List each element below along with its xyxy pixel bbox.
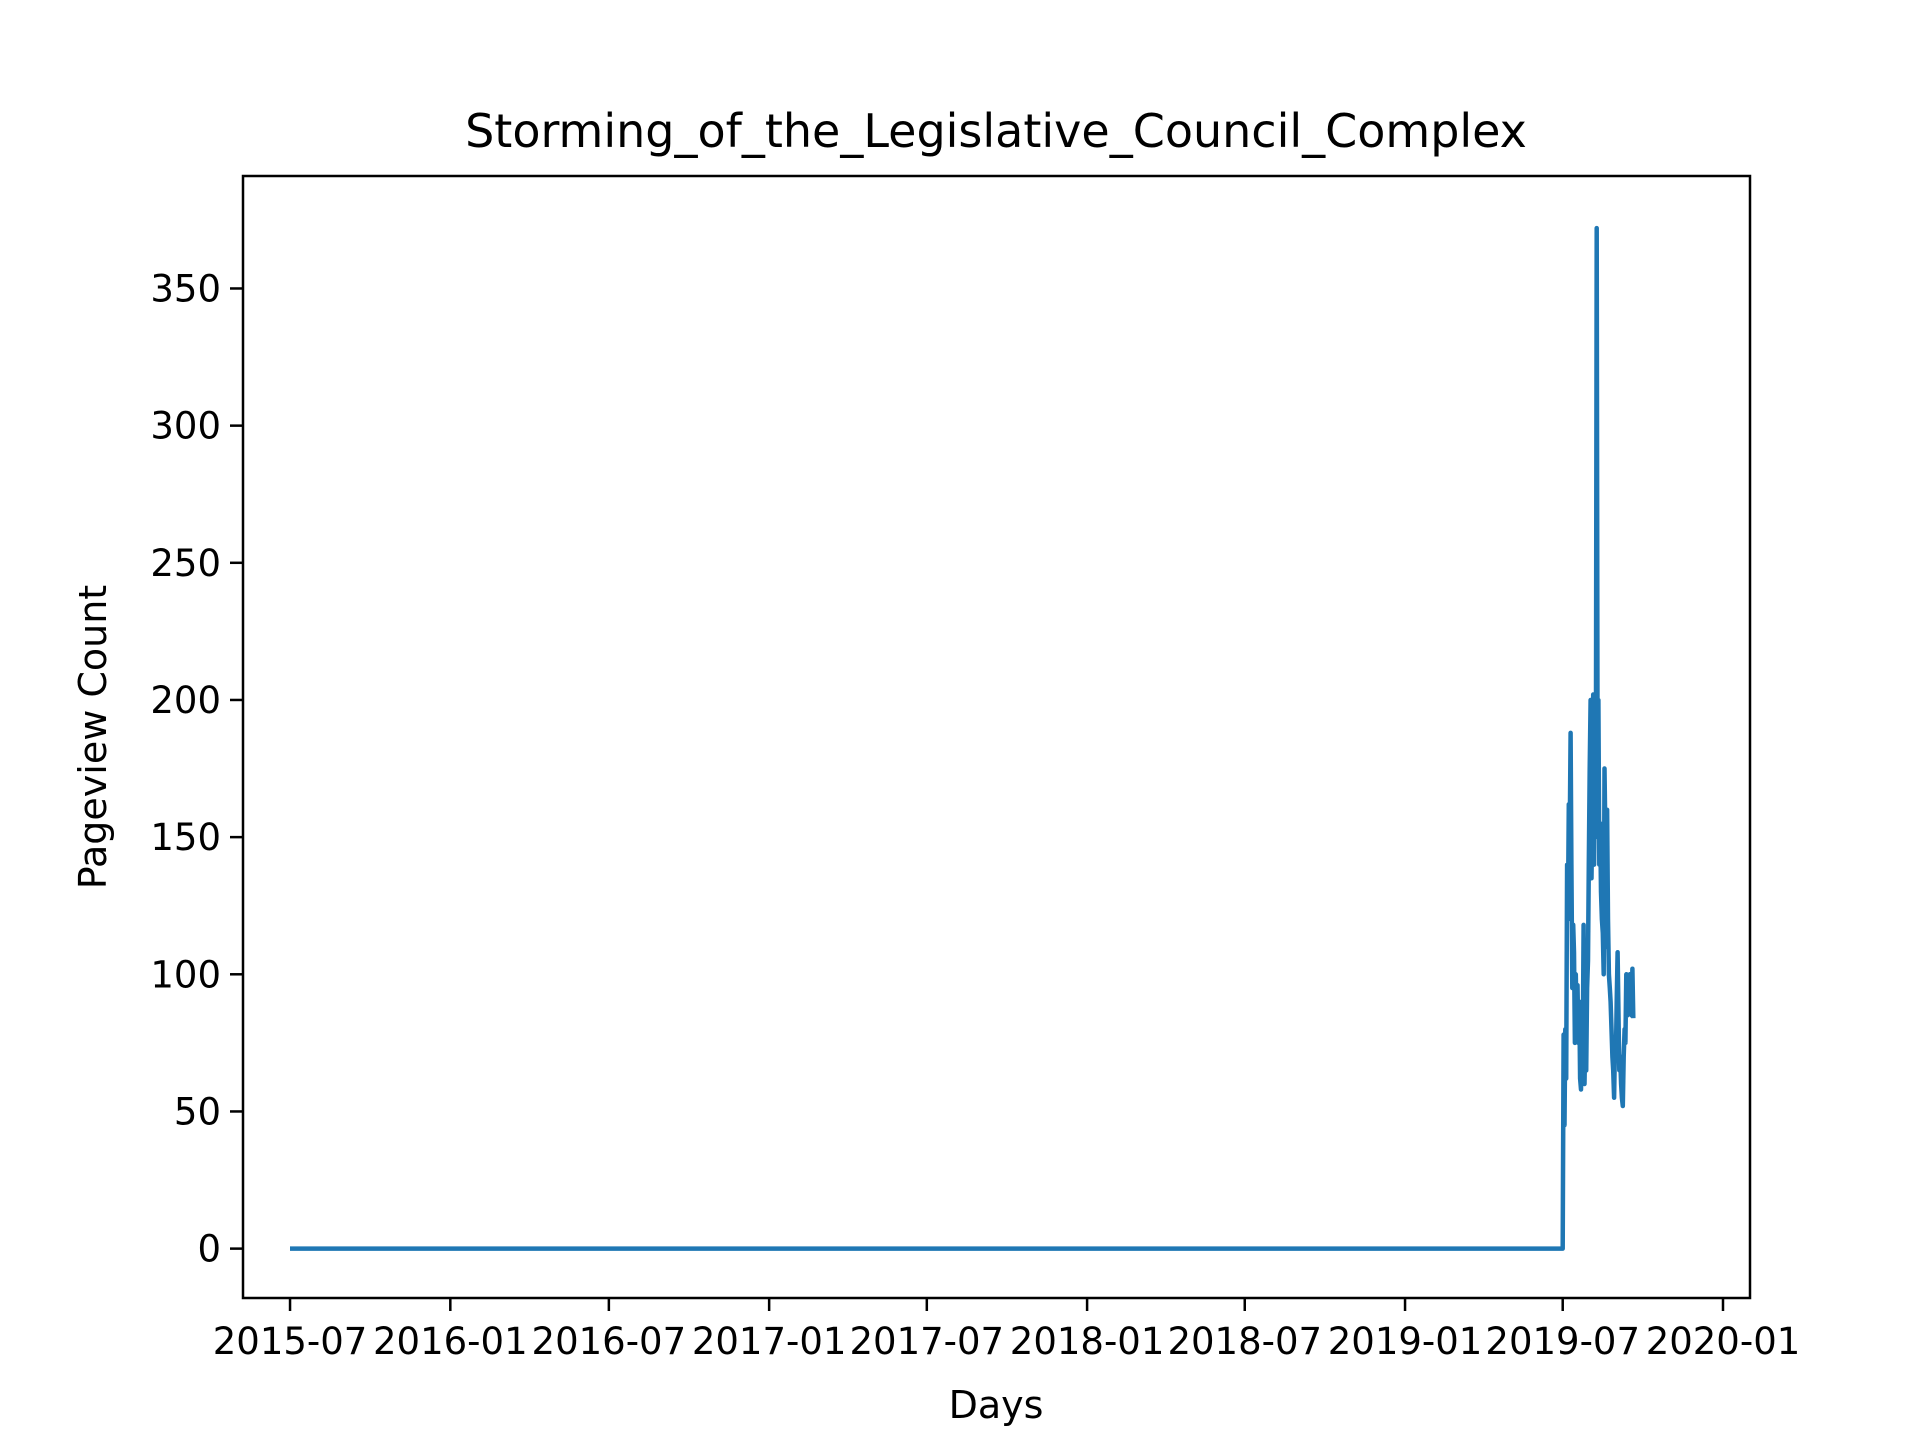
y-tick-label: 250 (150, 542, 221, 585)
x-tick-label: 2020-01 (1646, 1320, 1801, 1363)
y-tick-label: 0 (197, 1228, 221, 1271)
x-axis-label: Days (949, 1383, 1044, 1427)
x-tick-label: 2015-07 (213, 1320, 368, 1363)
y-tick-label: 350 (150, 267, 221, 310)
x-tick-label: 2019-07 (1485, 1320, 1640, 1363)
x-tick-label: 2019-01 (1328, 1320, 1483, 1363)
plot-background (243, 176, 1750, 1298)
series-line-0 (290, 225, 1636, 1251)
plot-frame (241, 174, 1752, 1300)
series-layer (290, 225, 1636, 1251)
y-tick-label: 100 (150, 953, 221, 996)
plot-area (243, 176, 1750, 1298)
x-tick-label: 2018-01 (1010, 1320, 1165, 1363)
x-axis: 2015-07 2016-01 2016-07 2017-01 2017-07 2018-… (213, 1298, 1801, 1363)
y-tick-label: 150 (150, 816, 221, 859)
y-axis: 0 50 100 150 200 250 300 350 (150, 267, 243, 1271)
x-tick-label: 2017-01 (692, 1320, 847, 1363)
x-tick-label: 2016-01 (373, 1320, 528, 1363)
y-tick-label: 300 (150, 405, 221, 448)
x-tick-label: 2018-07 (1167, 1320, 1322, 1363)
x-tick-label: 2017-07 (850, 1320, 1005, 1363)
y-axis-label: Pageview Count (71, 585, 115, 889)
y-tick-label: 200 (150, 679, 221, 722)
chart-title: Storming_of_the_Legislative_Council_Comp… (465, 104, 1527, 158)
x-tick-label: 2016-07 (532, 1320, 687, 1363)
y-tick-label: 50 (174, 1090, 221, 1133)
